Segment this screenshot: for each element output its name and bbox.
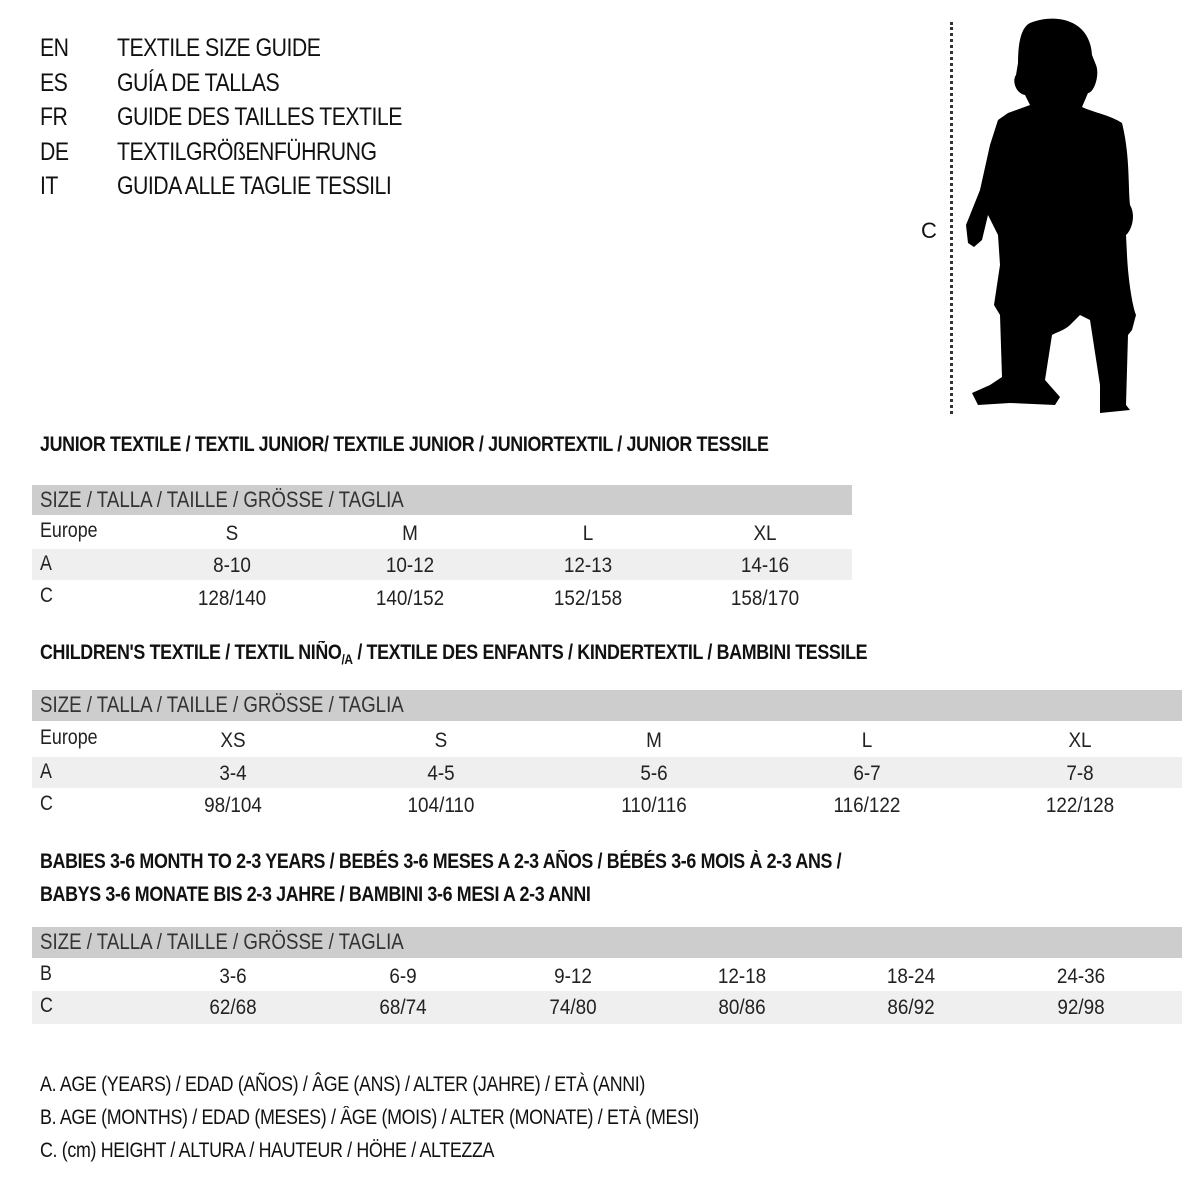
row-label: A [40, 552, 52, 575]
table-row: Europe S M L XL [32, 515, 852, 548]
table-row: Europe XS S M L XL [32, 722, 1182, 756]
lang-code: IT [40, 172, 58, 200]
cell: 10-12 [385, 554, 435, 577]
cell: 140/152 [375, 587, 445, 610]
table-row: B 3-6 6-9 9-12 12-18 18-24 24-36 [32, 959, 1182, 991]
cell: 3-6 [219, 965, 247, 988]
legend-item: A. AGE (YEARS) / EDAD (AÑOS) / ÂGE (ANS)… [40, 1073, 646, 1096]
cell: S [225, 522, 239, 545]
cell: 8-10 [213, 554, 251, 577]
cell: 110/116 [621, 794, 687, 817]
cell: S [434, 729, 448, 752]
table-row: C 128/140 140/152 152/158 158/170 [32, 581, 852, 614]
table-row: A 3-4 4-5 5-6 6-7 7-8 [32, 757, 1182, 788]
cell: 92/98 [1057, 996, 1105, 1019]
title-sub: /A [341, 651, 353, 668]
cell: XL [1068, 729, 1092, 752]
size-header: SIZE / TALLA / TAILLE / GRÖSSE / TAGLIA [40, 487, 404, 512]
cell: XL [753, 522, 777, 545]
cell: 98/104 [204, 794, 262, 817]
cell: 6-7 [853, 762, 881, 785]
lang-title: TEXTILGRÖßENFÜHRUNG [117, 138, 377, 166]
cell: 12-13 [563, 554, 613, 577]
cell: 18-24 [886, 965, 936, 988]
row-label: B [40, 962, 52, 985]
cell: 128/140 [197, 587, 267, 610]
babies-section-title-line2: BABYS 3-6 MONATE BIS 2-3 JAHRE / BAMBINI… [40, 883, 591, 906]
lang-title: GUIDA ALLE TAGLIE TESSILI [117, 172, 392, 200]
lang-code: FR [40, 103, 68, 131]
measure-label: C [921, 218, 937, 243]
junior-section-title: JUNIOR TEXTILE / TEXTIL JUNIOR/ TEXTILE … [40, 433, 769, 456]
cell: 4-5 [427, 762, 455, 785]
lang-code: ES [40, 69, 68, 97]
row-label: A [40, 760, 52, 783]
cell: 6-9 [389, 965, 417, 988]
cell: L [861, 729, 873, 752]
cell: M [646, 729, 662, 752]
cell: 62/68 [209, 996, 257, 1019]
table-header: SIZE / TALLA / TAILLE / GRÖSSE / TAGLIA [32, 927, 1182, 958]
legend-item: C. (cm) HEIGHT / ALTURA / HAUTEUR / HÖHE… [40, 1139, 495, 1162]
row-label: C [40, 584, 53, 607]
cell: XS [220, 729, 246, 752]
height-measure-line [950, 22, 953, 414]
table-row: C 62/68 68/74 74/80 80/86 86/92 92/98 [32, 991, 1182, 1024]
cell: 158/170 [730, 587, 800, 610]
cell: 74/80 [549, 996, 597, 1019]
lang-title: GUÍA DE TALLAS [117, 69, 280, 97]
cell: 3-4 [219, 762, 247, 785]
row-label: Europe [40, 519, 98, 542]
lang-title: TEXTILE SIZE GUIDE [117, 34, 321, 62]
children-section-title: CHILDREN'S TEXTILE / TEXTIL NIÑO/A / TEX… [40, 641, 868, 668]
lang-title: GUIDE DES TAILLES TEXTILE [117, 103, 402, 131]
row-label: C [40, 792, 53, 815]
cell: 86/92 [887, 996, 935, 1019]
babies-section-title-line1: BABIES 3-6 MONTH TO 2-3 YEARS / BEBÉS 3-… [40, 850, 842, 873]
size-header: SIZE / TALLA / TAILLE / GRÖSSE / TAGLIA [40, 692, 404, 717]
cell: 5-6 [640, 762, 668, 785]
cell: 116/122 [833, 794, 901, 817]
row-label: C [40, 994, 53, 1017]
lang-code: EN [40, 34, 69, 62]
cell: 80/86 [718, 996, 766, 1019]
cell: 14-16 [740, 554, 790, 577]
cell: 152/158 [553, 587, 623, 610]
lang-code: DE [40, 138, 69, 166]
cell: 122/128 [1045, 794, 1115, 817]
cell: L [582, 522, 594, 545]
cell: 104/110 [407, 794, 475, 817]
cell: 24-36 [1056, 965, 1106, 988]
cell: M [402, 522, 418, 545]
row-label: Europe [40, 726, 98, 749]
size-header: SIZE / TALLA / TAILLE / GRÖSSE / TAGLIA [40, 929, 404, 954]
table-row: A 8-10 10-12 12-13 14-16 [32, 549, 852, 580]
table-header: SIZE / TALLA / TAILLE / GRÖSSE / TAGLIA [32, 690, 1182, 721]
table-header: SIZE / TALLA / TAILLE / GRÖSSE / TAGLIA [32, 485, 852, 515]
table-row: C 98/104 104/110 110/116 116/122 122/128 [32, 789, 1182, 822]
cell: 7-8 [1066, 762, 1094, 785]
title-part: / TEXTILE DES ENFANTS / KINDERTEXTIL / B… [352, 641, 868, 664]
cell: 9-12 [554, 965, 592, 988]
cell: 68/74 [379, 996, 427, 1019]
legend-item: B. AGE (MONTHS) / EDAD (MESES) / ÂGE (MO… [40, 1106, 699, 1129]
title-part: CHILDREN'S TEXTILE / TEXTIL NIÑO [40, 641, 342, 664]
child-silhouette-icon [966, 18, 1136, 413]
cell: 12-18 [717, 965, 767, 988]
